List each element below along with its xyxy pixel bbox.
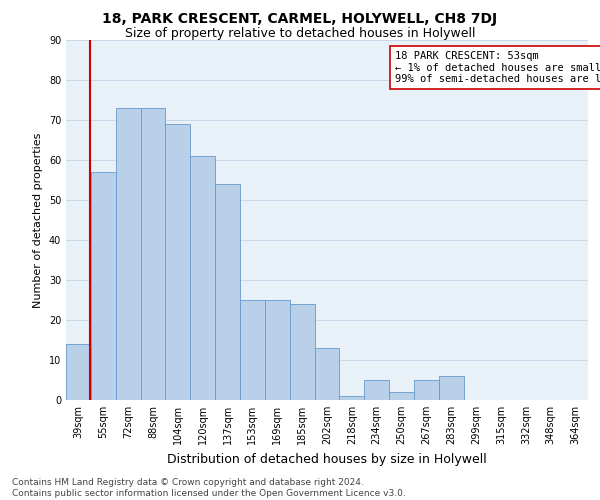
Bar xyxy=(240,300,265,400)
Text: 18, PARK CRESCENT, CARMEL, HOLYWELL, CH8 7DJ: 18, PARK CRESCENT, CARMEL, HOLYWELL, CH8… xyxy=(103,12,497,26)
Bar xyxy=(439,376,464,400)
Text: 18 PARK CRESCENT: 53sqm
← 1% of detached houses are smaller (7)
99% of semi-deta: 18 PARK CRESCENT: 53sqm ← 1% of detached… xyxy=(395,51,600,84)
Bar xyxy=(190,156,215,400)
Y-axis label: Number of detached properties: Number of detached properties xyxy=(33,132,43,308)
Bar xyxy=(265,300,290,400)
Text: Size of property relative to detached houses in Holywell: Size of property relative to detached ho… xyxy=(125,28,475,40)
Bar xyxy=(215,184,240,400)
X-axis label: Distribution of detached houses by size in Holywell: Distribution of detached houses by size … xyxy=(167,452,487,466)
Bar xyxy=(116,108,140,400)
Bar xyxy=(340,396,364,400)
Bar xyxy=(166,124,190,400)
Bar xyxy=(314,348,340,400)
Bar xyxy=(290,304,314,400)
Bar xyxy=(66,344,91,400)
Bar xyxy=(389,392,414,400)
Bar xyxy=(91,172,116,400)
Text: Contains HM Land Registry data © Crown copyright and database right 2024.
Contai: Contains HM Land Registry data © Crown c… xyxy=(12,478,406,498)
Bar xyxy=(414,380,439,400)
Bar xyxy=(364,380,389,400)
Bar xyxy=(140,108,166,400)
